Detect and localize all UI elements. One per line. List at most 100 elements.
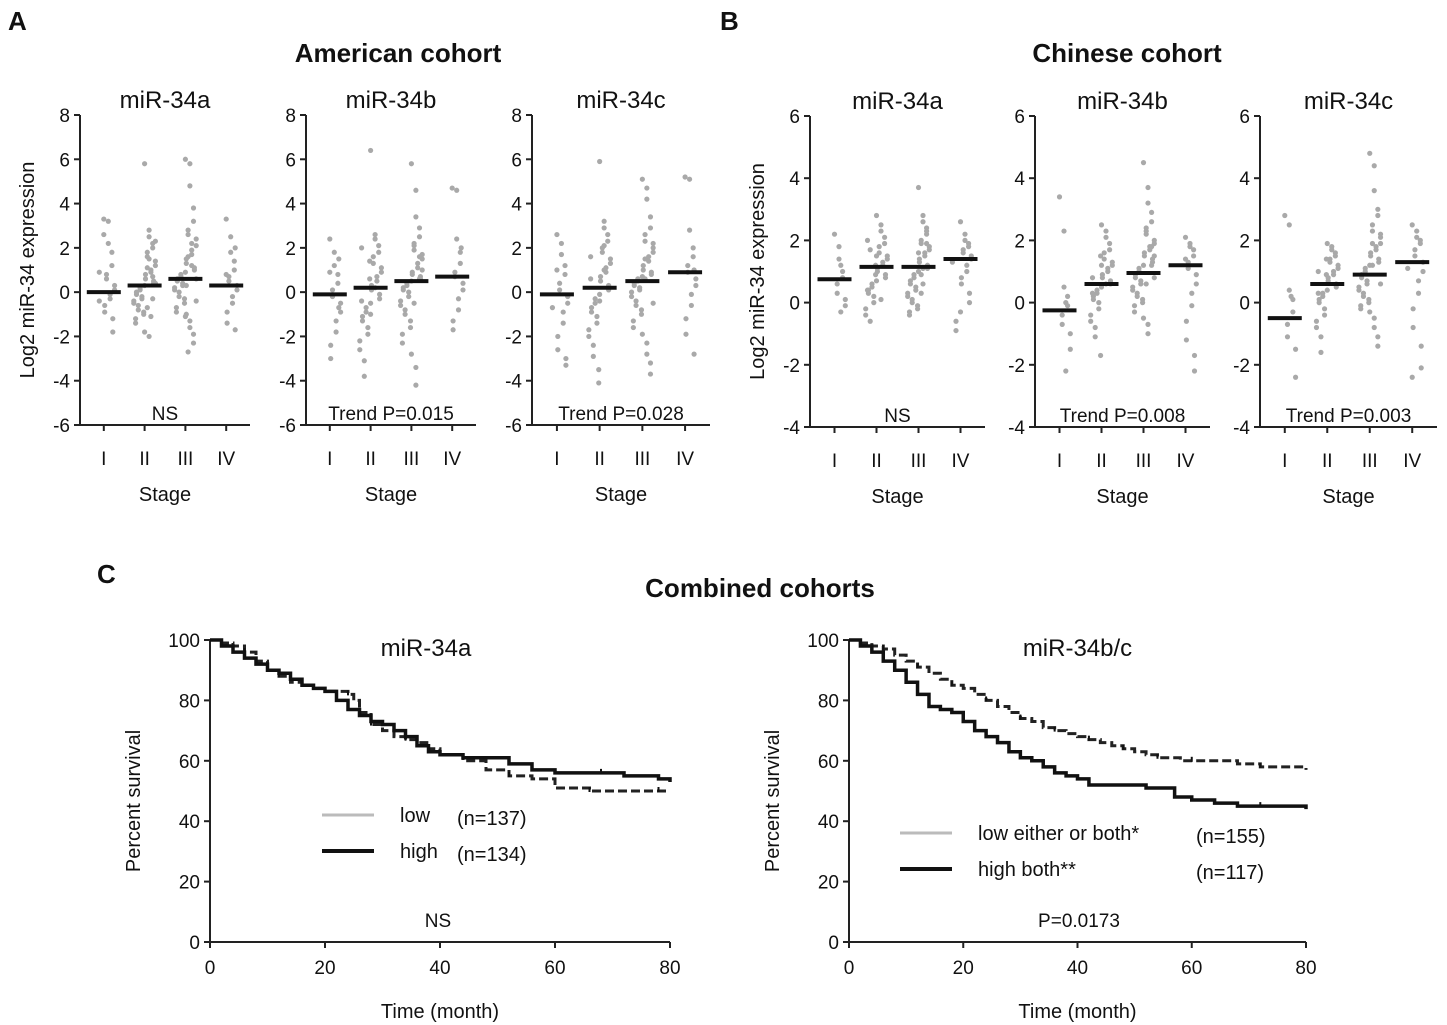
data-point	[457, 249, 463, 255]
data-point	[190, 218, 197, 224]
data-point	[105, 218, 111, 224]
data-point	[683, 331, 689, 337]
plot-title: miR-34a	[852, 88, 943, 115]
x-tick-label: IV	[1177, 451, 1195, 472]
data-point	[142, 161, 148, 167]
y-tick-label: 4	[1239, 169, 1250, 190]
data-point	[1143, 228, 1149, 234]
data-point	[413, 364, 419, 371]
x-tick-label: I	[327, 449, 332, 470]
data-point	[597, 298, 603, 304]
data-point	[905, 293, 911, 299]
x-tick-label: II	[594, 449, 605, 470]
data-point	[863, 306, 869, 312]
data-point	[834, 290, 840, 296]
y-tick-label: 8	[511, 106, 522, 127]
y-tick-label: -4	[279, 372, 296, 393]
data-point	[1368, 253, 1374, 259]
data-point	[187, 324, 193, 331]
data-point	[185, 349, 191, 355]
data-point	[152, 238, 158, 244]
x-axis-label: Stage	[871, 486, 923, 508]
data-point	[588, 305, 595, 311]
data-point	[1376, 259, 1382, 265]
y-tick-label: 80	[818, 691, 839, 712]
data-point	[452, 269, 458, 275]
data-point	[185, 231, 191, 238]
data-point	[1414, 228, 1420, 234]
data-point	[377, 296, 383, 302]
data-point	[644, 351, 650, 357]
data-point	[555, 347, 561, 353]
data-point	[1415, 290, 1422, 296]
panel-c-letter: C	[97, 559, 116, 589]
data-point	[148, 313, 154, 320]
data-point	[374, 274, 380, 280]
x-tick-label: I	[1057, 451, 1062, 472]
data-point	[586, 333, 592, 340]
data-point	[406, 293, 412, 300]
panel-c-title: Combined cohorts	[645, 573, 875, 603]
stat-annotation: Trend P=0.008	[1060, 406, 1186, 427]
data-point	[601, 218, 607, 224]
panel-b-letter: B	[720, 6, 739, 36]
x-tick-label: III	[403, 449, 419, 470]
data-point	[926, 247, 932, 253]
y-tick-label: -6	[279, 416, 296, 437]
data-point	[558, 240, 565, 247]
data-point	[338, 309, 344, 315]
data-point	[691, 351, 697, 357]
data-point	[232, 245, 238, 251]
data-point	[411, 247, 417, 253]
data-point	[187, 183, 193, 189]
data-point	[686, 227, 693, 233]
y-tick-label: 2	[1239, 231, 1250, 252]
data-point	[1369, 228, 1376, 234]
data-point	[1323, 256, 1329, 262]
data-point	[408, 161, 414, 167]
data-point	[183, 260, 189, 266]
data-point	[882, 240, 888, 247]
data-point	[1063, 300, 1069, 306]
x-tick-label: I	[554, 449, 559, 470]
y-tick-label: 40	[818, 812, 839, 833]
data-point	[378, 265, 384, 271]
legend-n: (n=117)	[1196, 862, 1264, 884]
data-point	[376, 249, 382, 255]
data-point	[631, 282, 637, 289]
y-tick-label: 6	[1014, 107, 1025, 128]
x-tick-label: 80	[1295, 958, 1316, 979]
data-point	[842, 296, 848, 303]
data-point	[105, 240, 111, 247]
data-point	[688, 302, 694, 309]
data-point	[601, 243, 607, 249]
data-point	[1090, 296, 1096, 303]
data-point	[398, 302, 404, 309]
data-point	[1059, 321, 1065, 327]
data-point	[1096, 306, 1102, 312]
data-point	[1375, 334, 1381, 340]
data-point	[1182, 234, 1189, 240]
data-point	[1375, 212, 1381, 219]
x-tick-label: I	[832, 451, 837, 472]
data-point	[1105, 268, 1111, 275]
data-point	[333, 318, 339, 324]
plot-title: miR-34c	[576, 87, 665, 114]
x-tick-label: II	[871, 451, 882, 472]
data-point	[882, 234, 888, 240]
x-tick-label: II	[1096, 451, 1107, 472]
data-point	[146, 256, 152, 262]
y-tick-label: 6	[1239, 107, 1250, 128]
plot-title: miR-34a	[120, 87, 211, 114]
y-tick-label: 60	[179, 752, 200, 773]
data-point	[906, 312, 913, 318]
data-point	[884, 256, 890, 262]
data-point	[642, 256, 648, 262]
data-point	[190, 205, 197, 211]
data-point	[107, 296, 113, 302]
data-point	[1151, 275, 1157, 281]
x-tick-label: III	[177, 449, 193, 470]
data-point	[1107, 240, 1113, 247]
data-point	[638, 307, 645, 313]
data-point	[1098, 222, 1105, 228]
